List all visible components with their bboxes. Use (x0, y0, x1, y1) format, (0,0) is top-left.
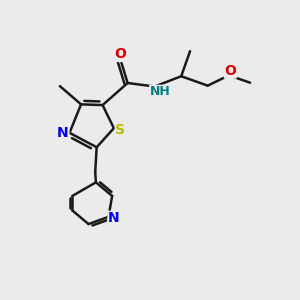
Text: O: O (114, 47, 126, 61)
Text: NH: NH (150, 85, 170, 98)
Text: O: O (224, 64, 236, 78)
Text: S: S (115, 123, 125, 136)
Text: N: N (108, 211, 120, 225)
Text: N: N (57, 126, 69, 140)
